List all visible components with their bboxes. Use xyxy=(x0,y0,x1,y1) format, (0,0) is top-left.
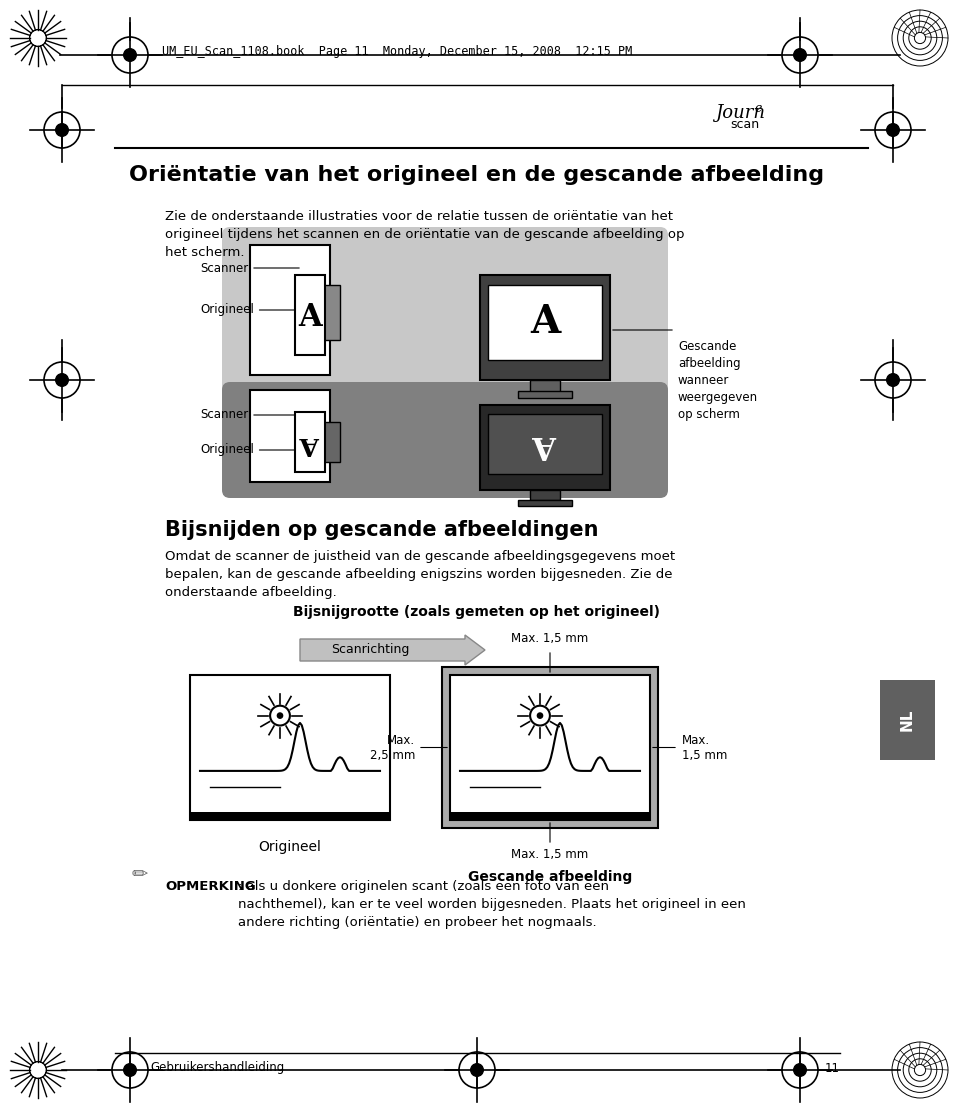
Circle shape xyxy=(277,712,282,718)
Bar xyxy=(517,500,572,506)
Text: Origineel: Origineel xyxy=(200,443,299,456)
Text: Oriëntatie van het origineel en de gescande afbeelding: Oriëntatie van het origineel en de gesca… xyxy=(130,165,823,185)
Text: Origineel: Origineel xyxy=(200,304,299,317)
FancyBboxPatch shape xyxy=(250,245,330,375)
Text: Scanrichting: Scanrichting xyxy=(331,644,409,657)
Circle shape xyxy=(793,49,805,61)
Text: Scanner: Scanner xyxy=(200,261,299,275)
Bar xyxy=(450,675,649,820)
Circle shape xyxy=(470,1064,483,1076)
Text: Max.
1,5 mm: Max. 1,5 mm xyxy=(681,733,726,761)
Text: A: A xyxy=(529,302,559,341)
Text: e: e xyxy=(753,102,760,115)
Bar xyxy=(517,391,572,398)
Text: 11: 11 xyxy=(824,1061,840,1075)
Text: ✏: ✏ xyxy=(132,865,148,884)
Bar xyxy=(450,812,649,820)
Text: NL: NL xyxy=(899,709,914,731)
FancyBboxPatch shape xyxy=(250,390,330,482)
Bar xyxy=(319,285,339,340)
Bar xyxy=(488,285,601,360)
FancyArrow shape xyxy=(299,635,484,665)
Circle shape xyxy=(537,712,542,718)
Text: Journ: Journ xyxy=(714,104,764,122)
Bar xyxy=(488,414,601,474)
Bar xyxy=(294,412,325,472)
Text: scan: scan xyxy=(729,117,759,131)
Circle shape xyxy=(124,1064,136,1076)
Bar xyxy=(441,667,658,828)
Text: A: A xyxy=(533,429,557,460)
Circle shape xyxy=(885,373,899,387)
Circle shape xyxy=(55,373,69,387)
Bar xyxy=(879,680,934,760)
Bar xyxy=(479,275,609,380)
Bar xyxy=(294,275,325,355)
Text: OPMERKING: OPMERKING xyxy=(165,880,255,893)
Text: Origineel: Origineel xyxy=(258,840,321,854)
Text: A: A xyxy=(300,432,319,456)
Text: : als u donkere originelen scant (zoals een foto van een
nachthemel), kan er te : : als u donkere originelen scant (zoals … xyxy=(237,880,745,929)
Text: Max.
2,5 mm: Max. 2,5 mm xyxy=(369,733,415,761)
Circle shape xyxy=(885,124,899,136)
FancyBboxPatch shape xyxy=(222,382,667,497)
Text: A: A xyxy=(298,302,321,334)
Text: Omdat de scanner de juistheid van de gescande afbeeldingsgegevens moet
bepalen, : Omdat de scanner de juistheid van de ges… xyxy=(165,550,675,599)
Circle shape xyxy=(793,1064,805,1076)
Text: Bijsnijden op gescande afbeeldingen: Bijsnijden op gescande afbeeldingen xyxy=(165,520,598,540)
Text: Scanner: Scanner xyxy=(200,409,299,421)
Bar xyxy=(319,422,339,462)
Text: Max. 1,5 mm: Max. 1,5 mm xyxy=(511,632,588,645)
Bar xyxy=(530,380,559,392)
Text: UM_EU_Scan_1108.book  Page 11  Monday, December 15, 2008  12:15 PM: UM_EU_Scan_1108.book Page 11 Monday, Dec… xyxy=(162,45,632,59)
Bar xyxy=(530,490,559,500)
FancyBboxPatch shape xyxy=(222,227,667,398)
Bar xyxy=(190,812,390,820)
Text: Gebruikershandleiding: Gebruikershandleiding xyxy=(150,1061,284,1075)
Text: Bijsnijgrootte (zoals gemeten op het origineel): Bijsnijgrootte (zoals gemeten op het ori… xyxy=(294,605,659,619)
Circle shape xyxy=(55,124,69,136)
Text: Max. 1,5 mm: Max. 1,5 mm xyxy=(511,848,588,861)
Text: Gescande afbeelding: Gescande afbeelding xyxy=(467,870,632,884)
Bar xyxy=(190,675,390,820)
Circle shape xyxy=(124,49,136,61)
Text: Zie de onderstaande illustraties voor de relatie tussen de oriëntatie van het
or: Zie de onderstaande illustraties voor de… xyxy=(165,211,684,259)
Text: Gescande
afbeelding
wanneer
weergegeven
op scherm: Gescande afbeelding wanneer weergegeven … xyxy=(678,340,758,421)
Bar xyxy=(479,406,609,490)
